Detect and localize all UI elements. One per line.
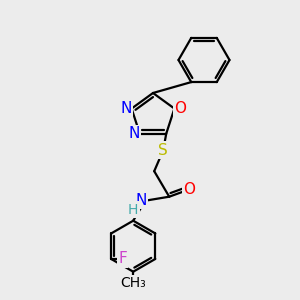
Text: H: H [128, 202, 138, 217]
Text: O: O [183, 182, 195, 197]
Text: O: O [174, 101, 186, 116]
Text: CH₃: CH₃ [120, 276, 146, 290]
Text: F: F [118, 251, 127, 266]
Text: S: S [158, 143, 168, 158]
Text: N: N [121, 101, 132, 116]
Text: N: N [135, 193, 146, 208]
Text: N: N [129, 126, 140, 141]
